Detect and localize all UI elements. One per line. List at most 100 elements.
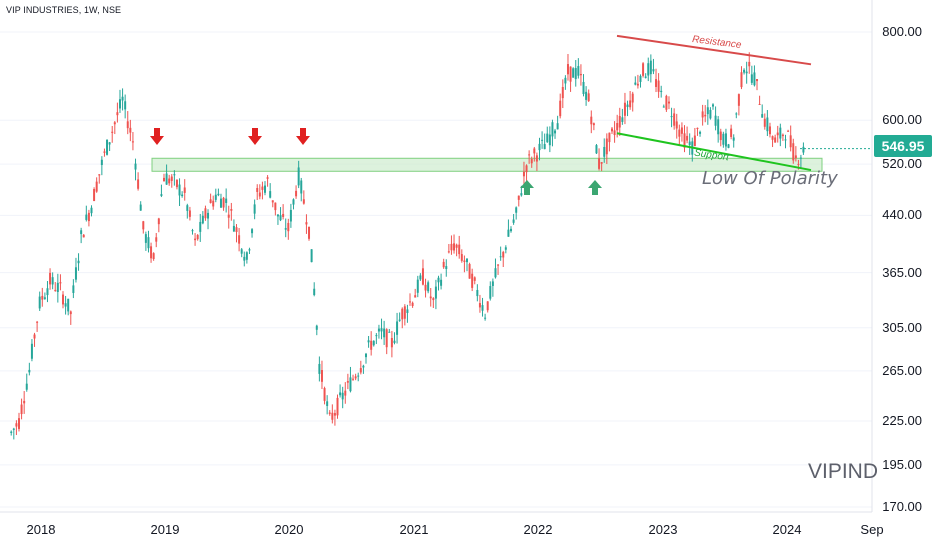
candle-body xyxy=(629,100,632,108)
candle-body xyxy=(131,141,134,143)
candle-body xyxy=(535,155,538,162)
candle-body xyxy=(367,340,370,343)
candle-body xyxy=(326,401,329,406)
candle-body xyxy=(465,258,468,263)
candle-body xyxy=(618,116,621,128)
candle-body xyxy=(699,131,702,134)
candle-body xyxy=(165,173,168,185)
candle-body xyxy=(613,130,616,136)
candle-body xyxy=(196,234,199,240)
y-tick-label: 195.00 xyxy=(882,456,922,472)
candle-body xyxy=(745,71,748,74)
candle-body xyxy=(137,179,140,189)
candle-body xyxy=(714,115,717,126)
candle-body xyxy=(292,199,295,205)
candle-body xyxy=(520,193,523,196)
candle-body xyxy=(434,286,437,299)
candle-body xyxy=(59,282,62,284)
candle-body xyxy=(46,288,49,296)
candle-body xyxy=(199,221,202,232)
candle-body xyxy=(471,273,474,288)
candle-body xyxy=(559,100,562,117)
candle-body xyxy=(354,376,357,379)
candle-body xyxy=(499,256,502,258)
candle-body xyxy=(370,340,373,350)
candle-body xyxy=(590,116,593,125)
candle-body xyxy=(577,66,580,76)
candle-body xyxy=(349,377,352,392)
candle-body xyxy=(90,207,93,214)
candle-body xyxy=(36,321,39,323)
candle-body xyxy=(587,93,590,102)
candle-body xyxy=(543,143,546,150)
candle-body xyxy=(235,227,238,233)
candle-body xyxy=(719,131,722,141)
candle-body xyxy=(144,234,147,243)
candle-body xyxy=(484,317,487,319)
candle-body xyxy=(579,73,582,76)
candle-body xyxy=(556,123,559,130)
candle-body xyxy=(626,104,629,108)
candle-body xyxy=(315,325,318,330)
candle-body xyxy=(20,404,23,415)
candle-body xyxy=(667,101,670,104)
candle-body xyxy=(662,106,665,108)
candle-body xyxy=(209,199,212,203)
candle-body xyxy=(445,266,448,270)
candle-body xyxy=(468,264,471,279)
candle-body xyxy=(554,130,557,134)
candle-body xyxy=(551,122,554,137)
candle-body xyxy=(38,296,41,309)
candle-body xyxy=(403,306,406,319)
candle-body xyxy=(623,102,626,116)
candle-body xyxy=(266,177,269,179)
candle-body xyxy=(56,282,59,292)
candle-body xyxy=(245,252,248,260)
candle-body xyxy=(541,139,544,141)
candle-body xyxy=(787,130,790,132)
candle-body xyxy=(421,268,424,285)
candle-body xyxy=(318,363,321,374)
candle-body xyxy=(111,131,114,133)
candle-body xyxy=(77,260,80,264)
candle-body xyxy=(308,226,311,239)
candle-body xyxy=(142,221,145,230)
candle-body xyxy=(300,180,303,194)
candle-body xyxy=(30,343,33,359)
candle-body xyxy=(779,127,782,139)
support-line xyxy=(616,132,812,172)
candle-body xyxy=(616,123,619,131)
candle-body xyxy=(181,194,184,197)
y-tick-label: 800.00 xyxy=(882,24,922,39)
x-tick-label: 2022 xyxy=(523,522,553,537)
chart-header: VIP INDUSTRIES, 1W, NSE xyxy=(6,5,122,15)
candle-body xyxy=(515,207,518,213)
candle-body xyxy=(525,165,528,173)
candle-body xyxy=(748,61,751,67)
candle-body xyxy=(393,340,396,343)
candle-body xyxy=(106,139,109,155)
candle-body xyxy=(561,86,564,99)
candle-body xyxy=(517,195,520,200)
candle-body xyxy=(214,194,217,200)
candle-body xyxy=(680,127,683,134)
candle-body xyxy=(799,157,802,159)
candle-body xyxy=(282,213,285,217)
y-tick-label: 225.00 xyxy=(882,413,922,429)
candle-body xyxy=(271,200,274,203)
candle-body xyxy=(711,104,714,107)
candle-body xyxy=(494,268,497,278)
candle-body xyxy=(113,122,116,125)
candle-body xyxy=(429,296,432,299)
down-arrow-icon xyxy=(248,128,262,145)
candle-body xyxy=(276,214,279,217)
candle-body xyxy=(497,264,500,266)
y-tick-label: 265.00 xyxy=(882,362,922,378)
candle-body xyxy=(69,311,72,315)
candle-body xyxy=(396,321,399,335)
candle-body xyxy=(460,254,463,261)
candle-body xyxy=(569,66,572,82)
last-price-badge: 546.95 xyxy=(874,135,932,157)
candle-body xyxy=(727,144,730,148)
